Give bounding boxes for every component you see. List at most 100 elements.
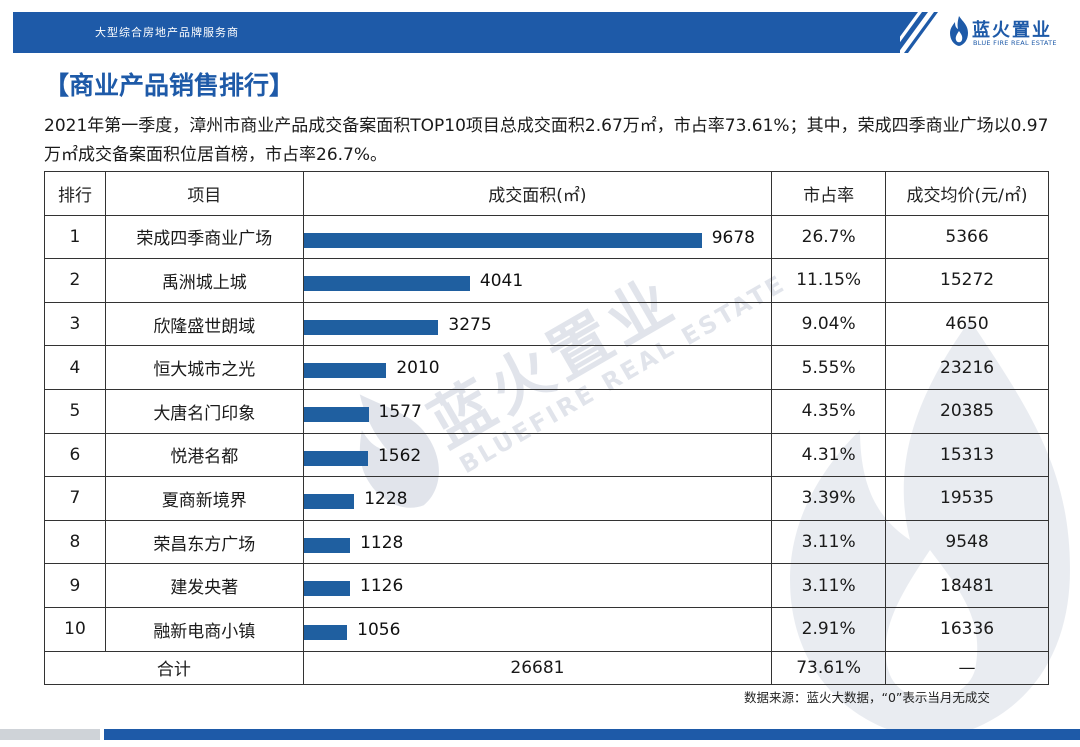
brand-logo: 蓝火置业 BLUE FIRE REAL ESTATE <box>946 14 1064 50</box>
header-area: 成交面积(㎡) <box>302 171 773 216</box>
project-cell: 恒大城市之光 <box>104 345 304 390</box>
header-project: 项目 <box>104 171 304 216</box>
rank-cell: 2 <box>44 258 106 303</box>
total-share: 73.61% <box>771 650 887 685</box>
table-row: 9 建发央著 1126 3.11% 18481 <box>44 563 1049 608</box>
area-value: 1562 <box>377 445 422 466</box>
table-header-row: 排行 项目 成交面积(㎡) 市占率 成交均价(元/㎡) <box>44 171 1049 216</box>
rank-cell: 3 <box>44 301 106 347</box>
rank-cell: 5 <box>44 388 106 434</box>
rank-cell: 6 <box>44 432 106 478</box>
table-row: 6 悦港名都 1562 4.31% 15313 <box>44 432 1049 478</box>
area-value: 9678 <box>711 227 755 248</box>
footer-bar <box>104 729 1080 740</box>
area-bar <box>303 232 702 248</box>
area-value: 1228 <box>364 489 408 510</box>
area-cell: 2010 <box>302 345 773 390</box>
area-cell: 1228 <box>302 476 773 521</box>
table-row: 5 大唐名门印象 1577 4.35% 20385 <box>44 388 1049 434</box>
price-cell: 19535 <box>885 476 1049 521</box>
table-row: 3 欣隆盛世朗域 3275 9.04% 4650 <box>44 301 1049 347</box>
area-cell: 1056 <box>302 606 773 652</box>
price-cell: 5366 <box>885 214 1049 260</box>
project-cell: 荣昌东方广场 <box>104 519 304 565</box>
logo-name-cn: 蓝火置业 <box>972 20 1052 41</box>
area-bar <box>303 319 439 335</box>
share-cell: 11.15% <box>771 258 887 303</box>
share-cell: 3.11% <box>771 519 887 565</box>
price-cell: 15272 <box>885 258 1049 303</box>
area-cell: 1577 <box>302 388 773 434</box>
area-bar <box>303 450 368 466</box>
rank-cell: 10 <box>44 606 106 652</box>
area-bar <box>303 624 348 640</box>
header-corner <box>900 12 1068 53</box>
area-bar <box>303 363 387 379</box>
rank-cell: 8 <box>44 519 106 565</box>
area-cell: 4041 <box>302 258 773 303</box>
table-row: 10 融新电商小镇 1056 2.91% 16336 <box>44 606 1049 652</box>
table-row: 8 荣昌东方广场 1128 3.11% 9548 <box>44 519 1049 565</box>
area-value: 3275 <box>448 314 492 335</box>
total-area: 26681 <box>302 650 773 685</box>
share-cell: 2.91% <box>771 606 887 652</box>
area-cell: 1128 <box>302 519 773 565</box>
area-value: 1056 <box>357 619 401 640</box>
share-cell: 3.39% <box>771 476 887 521</box>
area-bar <box>303 581 350 597</box>
data-source-note: 数据来源：蓝火大数据，“0”表示当月无成交 <box>744 690 990 705</box>
ranking-table: 排行 项目 成交面积(㎡) 市占率 成交均价(元/㎡) 1 荣成四季商业广场 967… <box>44 171 1049 685</box>
project-cell: 夏商新境界 <box>104 476 304 521</box>
area-value: 4041 <box>479 271 524 292</box>
price-cell: 9548 <box>885 519 1049 565</box>
area-value: 1126 <box>360 576 404 597</box>
table-row: 7 夏商新境界 1228 3.39% 19535 <box>44 476 1049 521</box>
area-bar <box>303 494 355 510</box>
header-tagline: 大型综合房地产品牌服务商 <box>95 26 239 39</box>
share-cell: 9.04% <box>771 301 887 347</box>
area-cell: 1562 <box>302 432 773 478</box>
footer-accent <box>0 729 100 740</box>
area-cell: 9678 <box>302 214 773 260</box>
rank-cell: 7 <box>44 476 106 521</box>
rank-cell: 4 <box>44 345 106 390</box>
area-bar <box>303 406 369 422</box>
area-bar <box>303 276 470 292</box>
project-cell: 欣隆盛世朗域 <box>104 301 304 347</box>
flame-logo-icon <box>950 16 968 46</box>
share-cell: 26.7% <box>771 214 887 260</box>
table-row: 2 禹洲城上城 4041 11.15% 15272 <box>44 258 1049 303</box>
area-cell: 1126 <box>302 563 773 608</box>
project-cell: 建发央著 <box>104 563 304 608</box>
project-cell: 禹洲城上城 <box>104 258 304 303</box>
share-cell: 4.35% <box>771 388 887 434</box>
price-cell: 20385 <box>885 388 1049 434</box>
project-cell: 大唐名门印象 <box>104 388 304 434</box>
price-cell: 23216 <box>885 345 1049 390</box>
logo-name-en: BLUE FIRE REAL ESTATE <box>973 39 1057 47</box>
header-rank: 排行 <box>44 171 106 216</box>
rank-cell: 9 <box>44 563 106 608</box>
table-row: 4 恒大城市之光 2010 5.55% 23216 <box>44 345 1049 390</box>
price-cell: 15313 <box>885 432 1049 478</box>
table-total-row: 合计 26681 73.61% — <box>44 650 1049 685</box>
area-bar <box>303 537 351 553</box>
page-title: 【商业产品销售排行】 <box>44 71 295 100</box>
price-cell: 4650 <box>885 301 1049 347</box>
share-cell: 5.55% <box>771 345 887 390</box>
project-cell: 荣成四季商业广场 <box>104 214 304 260</box>
header-bar <box>13 12 1068 53</box>
summary-paragraph: 2021年第一季度，漳州市商业产品成交备案面积TOP10项目总成交面积2.67万… <box>44 116 1049 165</box>
share-cell: 3.11% <box>771 563 887 608</box>
share-cell: 4.31% <box>771 432 887 478</box>
price-cell: 18481 <box>885 563 1049 608</box>
total-label: 合计 <box>44 650 304 685</box>
area-value: 1128 <box>360 532 404 553</box>
project-cell: 融新电商小镇 <box>104 606 304 652</box>
total-price: — <box>885 650 1049 685</box>
area-cell: 3275 <box>302 301 773 347</box>
project-cell: 悦港名都 <box>104 432 304 478</box>
header-price: 成交均价(元/㎡) <box>885 171 1049 216</box>
header-share: 市占率 <box>771 171 887 216</box>
table-row: 1 荣成四季商业广场 9678 26.7% 5366 <box>44 214 1049 260</box>
